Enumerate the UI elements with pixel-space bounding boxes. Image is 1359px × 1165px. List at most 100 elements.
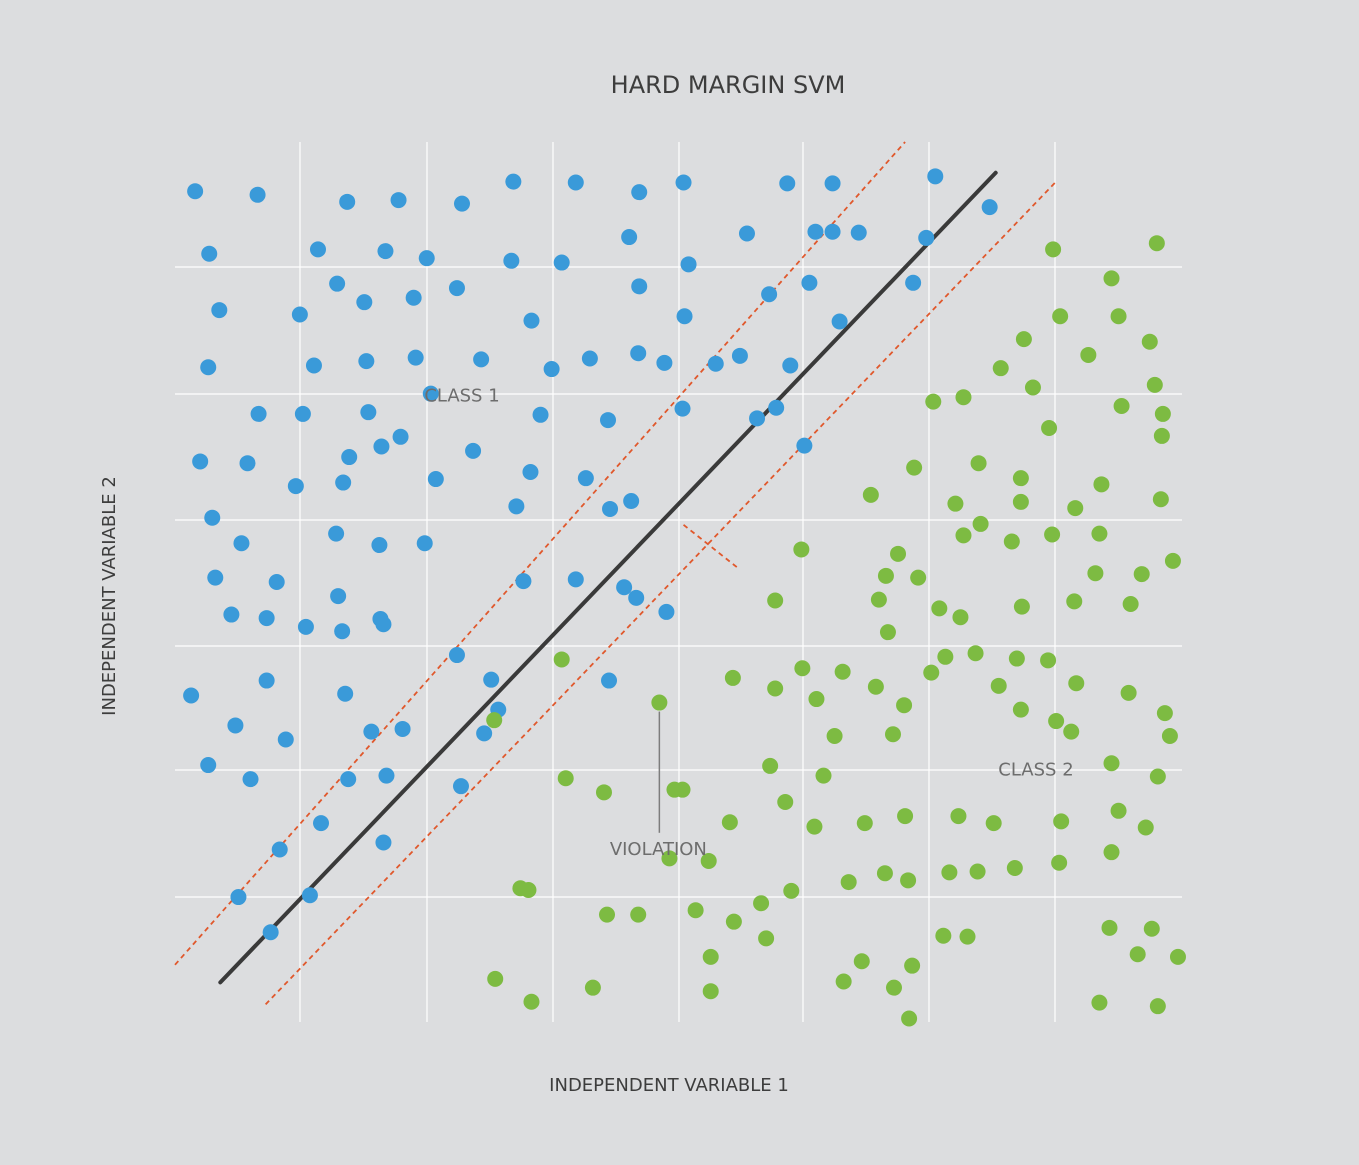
- class-2-point: [885, 979, 902, 996]
- class-2-point: [1120, 684, 1137, 701]
- class-1-point: [427, 471, 444, 488]
- class-2-point: [840, 874, 857, 891]
- class-2-point: [941, 864, 958, 881]
- class-2-point: [876, 865, 893, 882]
- class-1-point: [680, 256, 697, 273]
- lower-margin-line: [264, 180, 1057, 1006]
- class-2-label: CLASS 2: [998, 760, 1073, 781]
- class-2-point: [1003, 533, 1020, 550]
- class-1-point: [522, 464, 539, 480]
- class-2-point: [935, 927, 952, 944]
- class-1-point: [523, 312, 540, 329]
- class-2-point: [808, 691, 825, 708]
- class-2-point: [1063, 723, 1080, 740]
- class-2-point: [955, 389, 972, 406]
- class-1-point: [377, 243, 394, 260]
- class-2-point: [661, 850, 678, 867]
- class-1-point: [363, 723, 380, 740]
- class-1-point: [329, 275, 346, 292]
- class-1-point: [341, 449, 358, 466]
- class-2-point: [1044, 526, 1061, 543]
- class-2-point: [557, 770, 574, 787]
- class-1-point: [918, 229, 935, 246]
- class-2-point: [1110, 802, 1127, 819]
- class-2-point: [862, 486, 879, 503]
- class-2-point: [959, 928, 976, 945]
- class-2-point: [867, 678, 884, 695]
- class-2-point: [1101, 919, 1118, 936]
- class-1-point: [356, 294, 373, 311]
- class-1-point: [207, 569, 224, 586]
- class-1-point: [628, 589, 645, 606]
- class-2-point: [950, 808, 967, 825]
- class-1-point: [543, 361, 560, 378]
- class-1-point: [250, 405, 267, 422]
- class-1-point: [453, 195, 470, 212]
- class-2-point: [487, 970, 504, 987]
- class-2-point: [992, 360, 1009, 377]
- class-2-point: [1006, 860, 1023, 876]
- class-1-point: [328, 525, 345, 542]
- class-2-point: [1129, 946, 1146, 963]
- class-1-point: [621, 229, 638, 246]
- class-1-point: [373, 438, 390, 455]
- class-2-point: [1143, 920, 1160, 937]
- class-1-point: [239, 455, 256, 472]
- class-2-point: [1122, 596, 1139, 612]
- class-1-point: [204, 509, 221, 526]
- class-2-point: [584, 979, 601, 996]
- class-1-point: [824, 175, 841, 192]
- class-2-points: [486, 235, 1186, 1027]
- class-2-point: [937, 648, 954, 665]
- class-2-point: [1137, 819, 1154, 836]
- class-1-point: [227, 717, 244, 734]
- class-2-point: [985, 815, 1002, 832]
- class-2-point: [777, 794, 794, 810]
- class-1-point: [305, 357, 322, 374]
- class-2-point: [553, 651, 570, 668]
- class-1-point: [334, 623, 351, 640]
- class-1-point: [416, 535, 433, 552]
- class-1-point: [981, 199, 998, 216]
- class-1-point: [249, 186, 266, 203]
- class-1-point: [602, 500, 619, 517]
- class-2-point: [753, 895, 770, 912]
- class-1-point: [192, 453, 209, 470]
- class-1-point: [658, 603, 675, 620]
- class-2-point: [1008, 650, 1025, 667]
- class-2-point: [967, 645, 984, 662]
- class-1-point: [230, 889, 247, 906]
- class-1-point: [330, 588, 347, 605]
- class-2-point: [793, 541, 810, 558]
- class-2-point: [1066, 593, 1083, 610]
- class-1-point: [360, 404, 377, 421]
- class-2-point: [955, 527, 972, 544]
- class-1-point: [508, 498, 525, 515]
- class-1-point: [371, 537, 388, 554]
- class-2-point: [783, 882, 800, 899]
- class-2-point: [721, 814, 738, 831]
- class-2-point: [1113, 398, 1130, 414]
- margin-width-marker: [682, 524, 740, 570]
- class-1-point: [309, 241, 326, 258]
- class-2-point: [520, 882, 537, 898]
- class-2-point: [1133, 566, 1150, 583]
- class-2-point: [1040, 652, 1057, 669]
- class-2-point: [990, 677, 1007, 694]
- class-2-point: [1053, 813, 1070, 830]
- class-1-point: [422, 385, 439, 402]
- class-1-point: [258, 672, 275, 689]
- upper-margin-line: [174, 141, 906, 966]
- class-1-point: [187, 183, 204, 200]
- class-1-point: [340, 771, 357, 788]
- class-1-point: [390, 192, 407, 209]
- class-2-point: [1093, 476, 1110, 493]
- class-1-point: [577, 470, 594, 487]
- class-1-point: [242, 771, 259, 788]
- class-1-point: [676, 308, 693, 325]
- class-1-point: [201, 245, 218, 262]
- class-1-point: [738, 225, 755, 242]
- class-2-point: [1080, 346, 1097, 363]
- violation-label: VIOLATION: [610, 839, 707, 860]
- class-2-point: [853, 953, 870, 970]
